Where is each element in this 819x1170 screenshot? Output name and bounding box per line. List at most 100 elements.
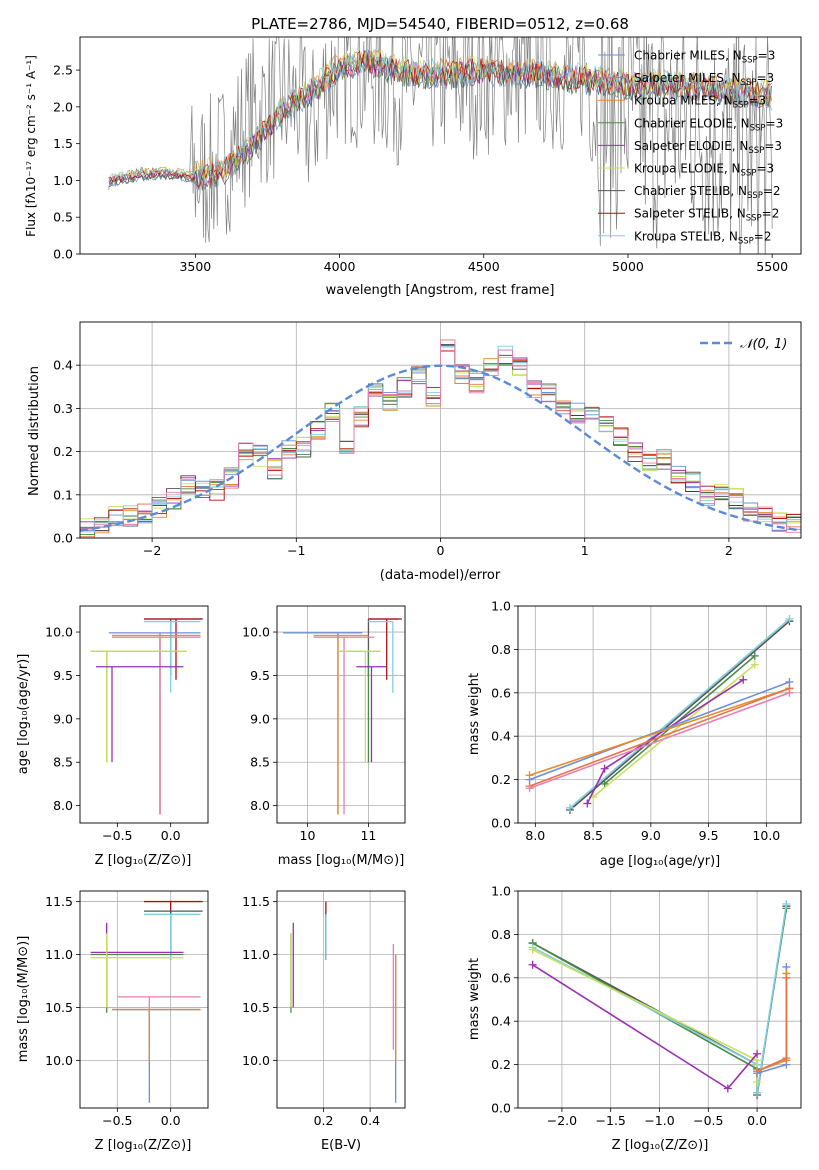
weight-marker xyxy=(782,900,791,909)
spectrum-ylabel: Flux [fλ10⁻¹⁷ erg cm⁻² s⁻¹ A⁻¹] xyxy=(24,55,38,237)
x-tick-label: 0.0 xyxy=(161,828,181,843)
histogram-panel: −2 −1 0 1 2 0.0 0.1 0.2 0.3 0.4 𝒩(0, 1) xyxy=(53,321,802,558)
weight-marker xyxy=(723,1084,732,1093)
x-tick-label: 1 xyxy=(581,543,589,558)
y-tick-label: 9.5 xyxy=(53,668,73,683)
y-tick-label: 1.0 xyxy=(491,884,511,899)
y-tick-label: 10.0 xyxy=(45,1053,73,1068)
axes-frame xyxy=(79,36,802,255)
axes-frame xyxy=(517,890,802,1109)
y-tick-label: 8.0 xyxy=(250,798,270,813)
x-tick-label: 8.5 xyxy=(583,828,603,843)
y-tick-label: 0.5 xyxy=(53,210,73,225)
weight-line xyxy=(756,973,788,1072)
y-tick-label: 9.0 xyxy=(53,711,73,726)
age-z-ylabel: age [log₁₀(age/yr)] xyxy=(16,654,31,775)
normal-curve xyxy=(80,364,801,532)
x-tick-label: −0.5 xyxy=(102,828,132,843)
weight-line xyxy=(569,620,790,811)
spectrum-panel: 3500 4000 4500 5000 5500 0.0 0.5 1.0 1.5 2.0 2.5 Ch… xyxy=(53,36,802,274)
axes-frame xyxy=(79,605,209,824)
x-tick-label: 4500 xyxy=(468,259,500,274)
y-tick-label: 0.0 xyxy=(491,1101,511,1116)
x-tick-label: −0.5 xyxy=(693,1113,723,1128)
histogram-ylabel: Normed distribution xyxy=(27,366,42,496)
plot-area xyxy=(525,615,794,814)
age-mass-xlabel: mass [log₁₀(M/M⊙)] xyxy=(278,853,405,868)
legend-label: Chabrier ELODIE, NSSP=3 xyxy=(634,116,783,133)
y-tick-label: 0.3 xyxy=(53,401,73,416)
weight-marker xyxy=(753,1077,762,1086)
y-tick-label: 10.5 xyxy=(45,1000,73,1015)
mass-weight-vs-metallicity-panel: −2.0 −1.5 −1.0 −0.5 0.0 0.0 0.2 0.4 0.6 0.8 1.0 xyxy=(491,884,802,1128)
weight-line xyxy=(529,681,790,781)
y-tick-label: 11.0 xyxy=(242,947,270,962)
plot-area xyxy=(528,900,791,1099)
y-tick-label: 11.5 xyxy=(242,894,270,909)
weight-marker xyxy=(785,688,794,697)
histogram-xlabel: (data-model)/error xyxy=(380,568,501,583)
y-tick-label: 0.4 xyxy=(53,358,73,373)
y-tick-label: 0.4 xyxy=(491,729,511,744)
weight-marker xyxy=(750,651,759,660)
weight-marker xyxy=(739,675,748,684)
mass-z-xlabel: Z [log₁₀(Z/Z⊙)] xyxy=(95,1138,192,1153)
y-tick-label: 10.0 xyxy=(45,625,73,640)
y-tick-label: 0.0 xyxy=(53,531,73,546)
plot-area xyxy=(283,618,402,815)
y-tick-label: 9.5 xyxy=(250,668,270,683)
x-tick-label: 11 xyxy=(360,828,376,843)
y-tick-label: 2.0 xyxy=(53,99,73,114)
model-spectrum-line xyxy=(108,50,772,188)
weight-line xyxy=(592,663,756,798)
plot-area xyxy=(90,618,203,815)
y-tick-label: 11.5 xyxy=(45,894,73,909)
weight-line xyxy=(532,964,758,1090)
axes-frame xyxy=(276,605,406,824)
spectrum-xlabel: wavelength [Angstrom, rest frame] xyxy=(326,283,555,298)
mass-ebv-xlabel: E(B-V) xyxy=(321,1138,361,1153)
x-tick-label: 9.0 xyxy=(641,828,661,843)
histogram-step-line xyxy=(80,339,801,538)
weight-marker xyxy=(525,784,534,793)
weight-marker xyxy=(753,1049,762,1058)
y-tick-label: 0.1 xyxy=(53,487,73,502)
y-tick-label: 1.5 xyxy=(53,136,73,151)
legend-label: Kroupa ELODIE, NSSP=3 xyxy=(634,162,774,179)
weight-z-ylabel: mass weight xyxy=(467,958,482,1040)
weight-line xyxy=(756,977,788,1072)
y-tick-label: 10.0 xyxy=(242,1053,270,1068)
y-tick-label: 0.6 xyxy=(491,685,511,700)
y-tick-label: 0.2 xyxy=(53,444,73,459)
weight-line xyxy=(529,692,790,790)
legend-label: Kroupa MILES, NSSP=3 xyxy=(634,94,766,111)
x-tick-label: 9.5 xyxy=(699,828,719,843)
y-tick-label: 1.0 xyxy=(53,173,73,188)
x-tick-label: −2.0 xyxy=(547,1113,577,1128)
x-tick-label: −0.5 xyxy=(102,1113,132,1128)
x-tick-label: 4000 xyxy=(324,259,356,274)
legend-label: Salpeter ELODIE, NSSP=3 xyxy=(634,139,782,156)
plot-area xyxy=(108,37,773,254)
y-tick-label: 0.8 xyxy=(491,642,511,657)
mass-vs-ebv-panel: 0.2 0.4 10.0 10.5 11.0 11.5 xyxy=(242,890,406,1128)
weight-marker xyxy=(565,803,574,812)
figure-title: PLATE=2786, MJD=54540, FIBERID=0512, z=0… xyxy=(251,15,629,33)
weight-marker xyxy=(600,764,609,773)
legend-label: Salpeter STELIB, NSSP=2 xyxy=(634,207,779,224)
x-tick-label: −1.0 xyxy=(644,1113,674,1128)
y-tick-label: 0.2 xyxy=(491,772,511,787)
weight-age-ylabel: mass weight xyxy=(467,673,482,755)
x-tick-label: 3500 xyxy=(179,259,211,274)
x-tick-label: 5000 xyxy=(612,259,644,274)
x-tick-label: 10 xyxy=(300,828,316,843)
x-tick-label: 0.2 xyxy=(314,1113,334,1128)
x-tick-label: −1 xyxy=(287,543,305,558)
weight-marker xyxy=(753,1067,762,1076)
weight-marker xyxy=(528,945,537,954)
y-tick-label: 0.0 xyxy=(53,247,73,262)
weight-marker xyxy=(525,771,534,780)
weight-line xyxy=(529,687,790,787)
weight-line xyxy=(529,687,790,777)
legend-label: Kroupa STELIB, NSSP=2 xyxy=(634,229,772,246)
